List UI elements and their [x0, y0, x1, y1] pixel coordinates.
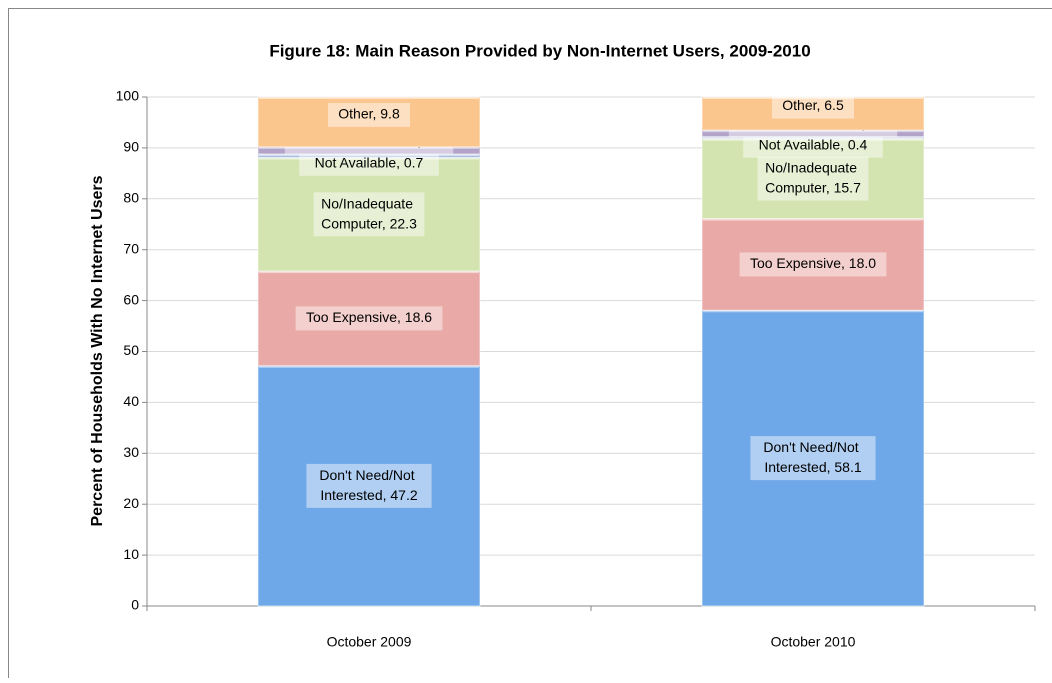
y-tick-label: 80	[123, 190, 139, 206]
y-tick-label: 60	[123, 291, 139, 307]
y-tick-label: 20	[123, 495, 139, 511]
y-axis-label: Percent of Households With No Internet U…	[89, 175, 106, 526]
data-label: Too Expensive, 18.6	[306, 309, 432, 325]
data-label: Other, 6.5	[782, 97, 844, 113]
x-tick-label: October 2010	[771, 634, 856, 650]
y-tick-label: 30	[123, 444, 139, 460]
data-label: Other, 9.8	[338, 106, 400, 122]
y-tick-label: 90	[123, 139, 139, 155]
y-tick-label: 70	[123, 240, 139, 256]
y-tick-label: 10	[123, 546, 139, 562]
y-tick-label: 40	[123, 393, 139, 409]
y-tick-label: 0	[131, 597, 139, 613]
y-tick-label: 50	[123, 342, 139, 358]
y-tick-label: 100	[116, 88, 140, 104]
chart-title: Figure 18: Main Reason Provided by Non-I…	[269, 41, 810, 60]
data-label: Too Expensive, 18.0	[750, 255, 876, 271]
data-label: Not Available, 0.7	[315, 154, 424, 170]
x-tick-label: October 2009	[327, 634, 412, 650]
data-label: Not Available, 0.4	[759, 136, 868, 152]
